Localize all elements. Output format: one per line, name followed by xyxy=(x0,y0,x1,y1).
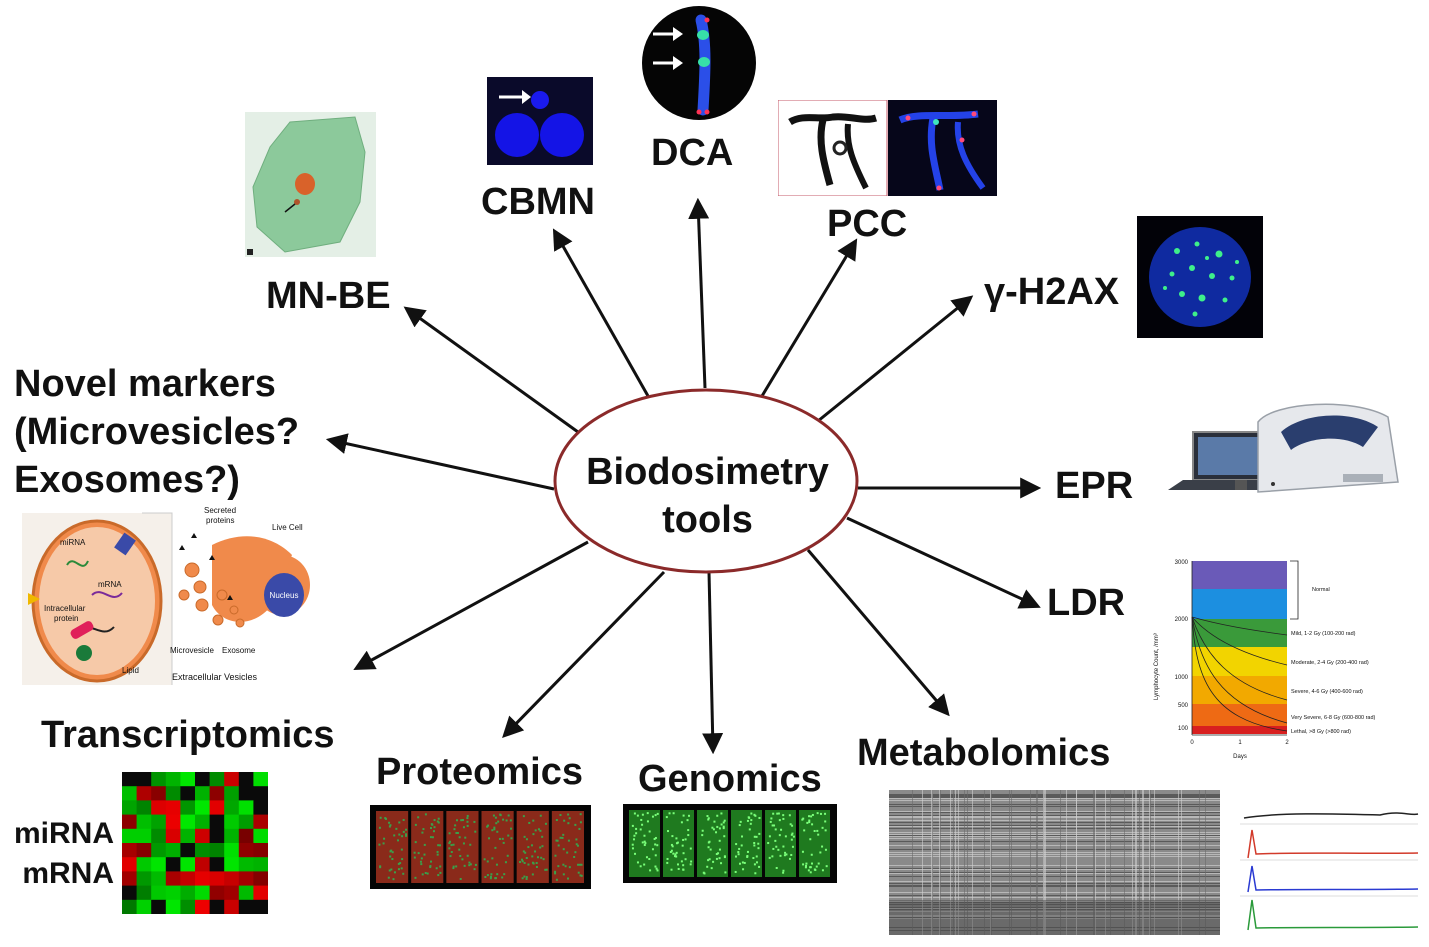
h2ax-image xyxy=(1137,216,1263,338)
ldr-xlabel: Days xyxy=(1233,754,1247,760)
vesicle-caption: Extracellular Vesicles xyxy=(172,672,258,682)
label-h2ax: γ-H2AX xyxy=(984,271,1120,313)
mnbe-image xyxy=(245,112,376,257)
arrow-pcc xyxy=(760,238,858,397)
vesicle-mrna-label: mRNA xyxy=(98,580,122,589)
arrow-h2ax xyxy=(817,295,974,423)
transcriptomics-heatmap xyxy=(122,772,268,914)
label-metabolomics: Metabolomics xyxy=(857,732,1111,774)
vesicle-secreted-label: Secreted xyxy=(204,506,236,515)
vesicle-figure: miRNA mRNA Intracellular protein Lipid S… xyxy=(22,506,310,685)
arrow-cbmn xyxy=(552,228,650,397)
genomics-microarray xyxy=(623,804,837,883)
arrow-metabolomics xyxy=(806,549,950,717)
arrow-mnbe xyxy=(403,306,579,434)
label-proteomics: Proteomics xyxy=(376,751,583,793)
ldr-ytick-100: 100 xyxy=(1178,726,1189,732)
arrow-genomics xyxy=(702,571,724,755)
ldr-normal-label: Normal xyxy=(1312,587,1330,593)
ldr-band-severe: Severe, 4-6 Gy (400-600 rad) xyxy=(1291,689,1363,695)
arrow-dca xyxy=(688,197,710,389)
label-novel-markers: Novel markers (Microvesicles? Exosomes?) xyxy=(14,360,299,504)
ldr-xtick-0: 0 xyxy=(1190,740,1194,746)
ldr-ytick-500: 500 xyxy=(1178,703,1189,709)
center-line2: tools xyxy=(662,499,753,541)
epr-device-image xyxy=(1168,403,1399,493)
vesicle-intracellular-label: Intracellular xyxy=(44,604,86,613)
vesicle-proteins-label: proteins xyxy=(206,516,234,525)
vesicle-lipid-label: Lipid xyxy=(122,666,139,675)
pcc-image xyxy=(778,100,997,196)
vesicle-live-cell-label: Live Cell xyxy=(272,523,303,532)
vesicle-protein-label: protein xyxy=(54,614,78,623)
arrow-transcriptomics xyxy=(353,540,589,671)
transcriptomics-rows: miRNA mRNA xyxy=(6,814,114,894)
novel-line2: (Microvesicles? xyxy=(14,411,300,453)
arrow-proteomics xyxy=(502,570,666,739)
label-mnbe: MN-BE xyxy=(266,275,391,317)
label-mrna: mRNA xyxy=(22,857,114,890)
novel-line3: Exosomes?) xyxy=(14,459,240,501)
ldr-ytick-1000: 1000 xyxy=(1175,675,1189,681)
ldr-band-mild: Mild, 1-2 Gy (100-200 rad) xyxy=(1291,631,1356,637)
label-pcc: PCC xyxy=(827,203,908,245)
ldr-ytick-3000: 3000 xyxy=(1175,560,1189,566)
proteomics-microarray xyxy=(370,805,591,889)
dca-image xyxy=(642,6,756,120)
center-ellipse xyxy=(553,388,859,574)
vesicle-microvesicle-label: Microvesicle xyxy=(170,646,215,655)
ldr-ylabel: Lymphocyte Count, /mm³ xyxy=(1154,633,1160,700)
vesicle-exosome-label: Exosome xyxy=(222,646,256,655)
ldr-band-lethal: Lethal, >8 Gy (>800 rad) xyxy=(1291,729,1351,735)
center-line1: Biodosimetry xyxy=(586,451,829,493)
metabolomics-gel-image xyxy=(889,790,1220,935)
label-epr: EPR xyxy=(1055,465,1134,507)
arrow-novel-markers xyxy=(325,433,555,491)
ldr-chart: Lymphocyte Count, /mm³ 3000 2000 1000 50… xyxy=(1154,560,1376,760)
novel-line1: Novel markers xyxy=(14,363,276,405)
cbmn-image xyxy=(487,77,593,165)
ldr-xtick-1: 1 xyxy=(1238,740,1242,746)
metabolomics-traces xyxy=(1240,788,1428,934)
label-dca: DCA xyxy=(651,132,734,174)
vesicle-mirna-label: miRNA xyxy=(60,538,86,547)
label-genomics: Genomics xyxy=(638,758,822,800)
label-cbmn: CBMN xyxy=(481,181,595,223)
label-ldr: LDR xyxy=(1047,582,1126,624)
ldr-band-very-severe: Very Severe, 6-8 Gy (600-800 rad) xyxy=(1291,715,1376,721)
center-label: Biodosimetry tools xyxy=(555,448,860,544)
ldr-xtick-2: 2 xyxy=(1285,740,1289,746)
label-transcriptomics: Transcriptomics xyxy=(41,714,335,756)
ldr-band-moderate: Moderate, 2-4 Gy (200-400 rad) xyxy=(1291,660,1369,666)
label-mirna: miRNA xyxy=(13,817,114,850)
arrow-ldr xyxy=(846,516,1041,609)
vesicle-nucleus-label: Nucleus xyxy=(270,591,299,600)
ldr-ytick-2000: 2000 xyxy=(1175,617,1189,623)
